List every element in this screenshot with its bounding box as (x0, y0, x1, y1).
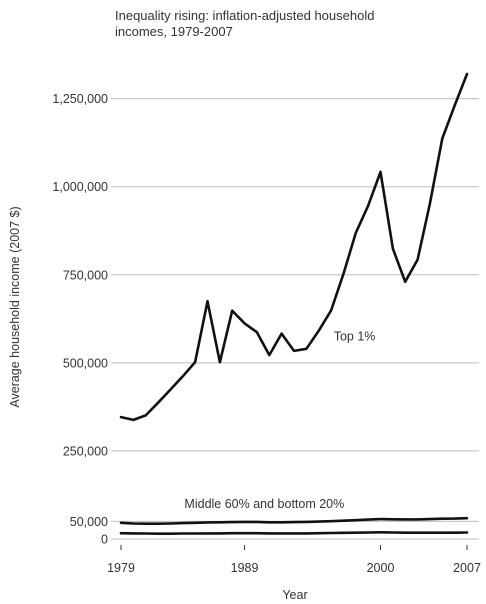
x-axis-label: Year (282, 588, 307, 602)
series-line-middle-60- (119, 516, 469, 526)
y-tick-label: 50,000 (70, 515, 108, 529)
series-line-bottom-20- (119, 530, 469, 536)
gridlines (111, 98, 479, 540)
series-line-top-1- (119, 72, 469, 422)
y-tick-label: 1,000,000 (52, 180, 108, 194)
x-tick-label: 2007 (453, 561, 481, 575)
series-lines (119, 72, 469, 536)
annotations: Top 1% Middle 60% and bottom 20% (184, 329, 375, 510)
annotation-label: Top 1% (334, 329, 376, 343)
x-tick-label: 1979 (107, 561, 135, 575)
y-tick-label: 500,000 (63, 356, 108, 370)
y-tick-label: 1,250,000 (52, 92, 108, 106)
x-axis-ticks: 1979 1989 2000 2007 (107, 545, 481, 575)
chart-title-line-2: incomes, 1979-2007 (115, 24, 233, 39)
annotation-label: Middle 60% and bottom 20% (184, 497, 344, 511)
x-tick-label: 1989 (231, 561, 259, 575)
y-axis-ticks: 0 50,000 250,000 500,000 750,000 1,000,000 1,2… (52, 92, 108, 546)
y-axis-label: Average household income (2007 $) (8, 206, 22, 407)
y-tick-label: 0 (101, 533, 108, 547)
chart-title-line-1: Inequality rising: inflation-adjusted ho… (115, 8, 374, 23)
x-tick-label: 2000 (367, 561, 395, 575)
y-tick-label: 750,000 (63, 268, 108, 282)
y-tick-label: 250,000 (63, 444, 108, 458)
